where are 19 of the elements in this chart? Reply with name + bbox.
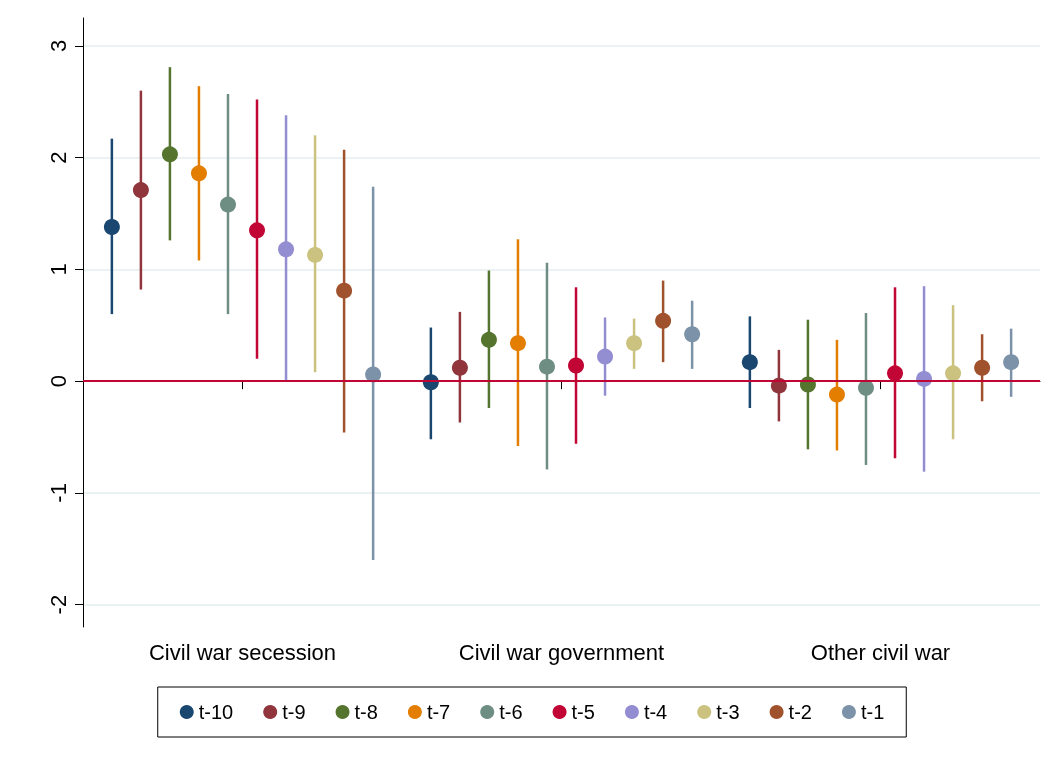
legend-label: t-3 <box>716 701 740 723</box>
legend-label: t-10 <box>198 701 234 723</box>
legend-label: t-1 <box>860 701 885 723</box>
y-tick-label: -2 <box>45 594 71 615</box>
legend-label: t-4 <box>643 701 668 723</box>
y-tick-label: 3 <box>45 39 71 53</box>
x-tick-label: Civil war secession <box>148 639 337 665</box>
y-tick-label: -1 <box>45 483 71 503</box>
legend-label: t-6 <box>499 701 523 723</box>
legend-label: t-8 <box>354 701 378 723</box>
legend-label: t-2 <box>788 701 812 723</box>
x-tick-label: Other civil war <box>810 639 951 665</box>
legend-label: t-5 <box>571 701 595 723</box>
y-tick-label: 1 <box>45 263 71 276</box>
x-tick-label: Civil war government <box>458 639 665 665</box>
y-tick-label: 2 <box>45 151 71 164</box>
y-tick-label: 0 <box>45 375 71 388</box>
legend-label: t-7 <box>426 701 451 723</box>
legend-label: t-9 <box>282 701 306 723</box>
